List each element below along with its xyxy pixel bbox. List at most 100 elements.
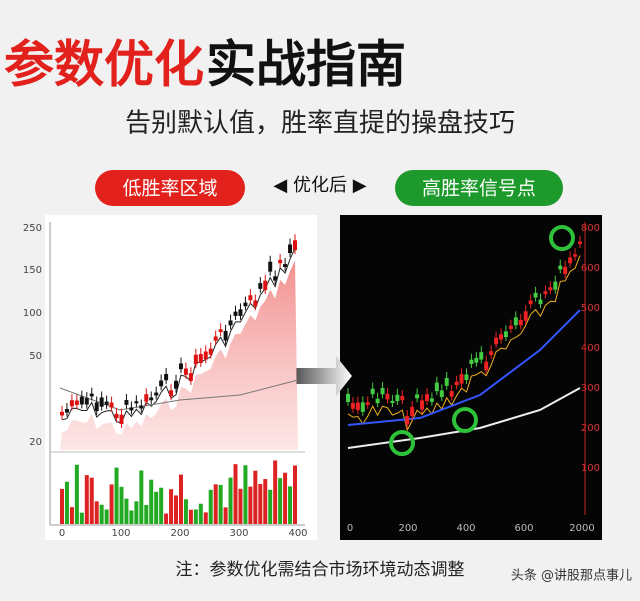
y-tick-label: 50 xyxy=(29,351,42,362)
volume xyxy=(74,464,79,524)
candle xyxy=(410,406,415,416)
candle xyxy=(238,309,243,316)
volume xyxy=(233,464,238,524)
y-tick-label: 500 xyxy=(581,303,600,314)
y-tick-label: 20 xyxy=(29,437,42,448)
candle xyxy=(434,382,439,392)
x-tick-label: 400 xyxy=(288,528,307,539)
candle xyxy=(243,302,248,307)
volume xyxy=(268,489,273,524)
candle xyxy=(193,354,198,365)
candle xyxy=(429,398,434,402)
volume xyxy=(174,495,179,524)
y-tick-label: 800 xyxy=(581,223,600,234)
candle xyxy=(558,265,563,270)
volume xyxy=(79,512,84,524)
candle xyxy=(253,300,258,307)
x-tick-label: 0 xyxy=(347,523,353,534)
candle xyxy=(293,240,297,251)
volume xyxy=(258,484,263,524)
candle xyxy=(449,391,454,397)
candle xyxy=(405,416,410,425)
candle xyxy=(513,317,518,326)
candle xyxy=(169,390,174,397)
candle xyxy=(563,266,568,275)
candle xyxy=(568,257,573,264)
candle xyxy=(543,291,548,295)
volume xyxy=(243,465,248,524)
candle xyxy=(355,402,360,411)
candle xyxy=(69,400,74,407)
candle xyxy=(60,411,64,416)
candle xyxy=(94,402,99,412)
x-tick-label: 600 xyxy=(514,523,533,534)
candle xyxy=(370,388,375,395)
candle xyxy=(228,320,233,326)
badge-bg xyxy=(95,170,245,206)
candle xyxy=(64,408,69,413)
volume xyxy=(198,503,203,524)
candle xyxy=(499,334,504,340)
volume xyxy=(149,479,154,524)
candle xyxy=(79,396,84,405)
candle xyxy=(518,319,523,326)
badge-middle: ◀ 优化后 ▶ xyxy=(273,175,366,196)
candle xyxy=(415,394,420,399)
candle xyxy=(484,361,489,371)
y-tick-label: 100 xyxy=(23,308,42,319)
candle xyxy=(213,336,218,341)
candle xyxy=(188,373,193,381)
volume xyxy=(119,486,124,524)
candle xyxy=(134,401,139,404)
volume xyxy=(114,467,119,524)
candle xyxy=(469,359,474,365)
candle xyxy=(375,398,380,404)
y-tick-label: 200 xyxy=(581,423,600,434)
ma-line xyxy=(347,387,581,449)
candle xyxy=(144,394,149,402)
candle xyxy=(573,254,578,257)
candle xyxy=(494,337,499,345)
volume xyxy=(218,484,223,524)
candle xyxy=(479,352,484,360)
watermark: 头条 @讲股那点事儿 xyxy=(511,568,632,584)
candle xyxy=(223,330,228,341)
candle xyxy=(258,283,263,289)
signal-point xyxy=(452,407,478,433)
candle xyxy=(119,414,124,424)
y-tick-label: 400 xyxy=(581,343,600,354)
candle xyxy=(114,413,119,419)
volume xyxy=(283,472,288,524)
candle xyxy=(523,311,528,321)
candle xyxy=(273,276,278,281)
candle xyxy=(385,393,390,400)
candle xyxy=(203,351,208,360)
volume xyxy=(129,510,134,524)
candle xyxy=(263,280,268,290)
volume xyxy=(208,489,213,524)
volume xyxy=(154,491,159,524)
candle xyxy=(459,374,464,384)
candle xyxy=(164,374,169,381)
candle xyxy=(84,398,89,405)
badge-bg xyxy=(395,170,563,206)
candle xyxy=(139,405,144,409)
y-tick-label: 150 xyxy=(23,265,42,276)
volume xyxy=(64,481,69,524)
volume xyxy=(169,489,174,524)
volume xyxy=(134,501,139,524)
volume xyxy=(178,474,183,524)
candle xyxy=(174,380,179,389)
x-tick-label: 400 xyxy=(456,523,475,534)
arrow xyxy=(296,356,352,396)
candle xyxy=(248,295,253,301)
volume xyxy=(94,501,99,524)
volume xyxy=(60,488,64,524)
subtitle: 告别默认值，胜率直提的操盘技巧 xyxy=(125,109,515,139)
candle xyxy=(538,299,543,305)
candle xyxy=(124,400,129,405)
candle xyxy=(74,400,79,405)
